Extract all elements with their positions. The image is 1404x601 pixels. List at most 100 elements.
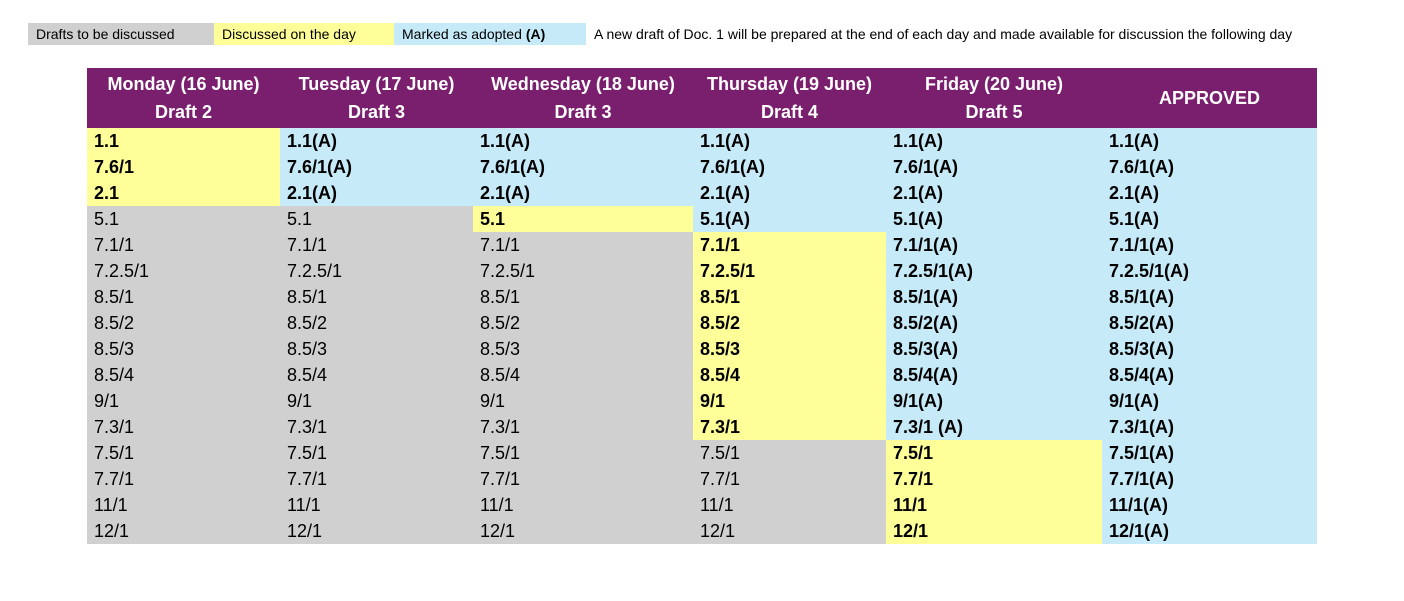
table-cell: 8.5/1(A) bbox=[1102, 284, 1317, 310]
table-cell: 5.1 bbox=[87, 206, 280, 232]
table-cell: 7.6/1 bbox=[87, 154, 280, 180]
legend: Drafts to be discussed Discussed on the … bbox=[28, 23, 1292, 45]
table-cell: 5.1(A) bbox=[1102, 206, 1317, 232]
schedule-table: Monday (16 June) Draft 2 Tuesday (17 June)… bbox=[87, 68, 1317, 544]
header-approved: APPROVED bbox=[1102, 68, 1317, 128]
table-cell: 7.7/1 bbox=[886, 466, 1102, 492]
table-cell: 7.3/1 (A) bbox=[886, 414, 1102, 440]
table-cell: 7.1/1(A) bbox=[1102, 232, 1317, 258]
table-cell: 7.5/1 bbox=[473, 440, 693, 466]
table-cell: 7.5/1(A) bbox=[1102, 440, 1317, 466]
header-day: APPROVED bbox=[1158, 88, 1261, 108]
header-draft: Draft 4 bbox=[760, 102, 818, 122]
table-cell: 7.7/1 bbox=[87, 466, 280, 492]
table-cell: 7.2.5/1 bbox=[473, 258, 693, 284]
legend-note: A new draft of Doc. 1 will be prepared a… bbox=[594, 26, 1293, 42]
table-cell: 8.5/4 bbox=[693, 362, 886, 388]
table-cell: 12/1 bbox=[473, 518, 693, 544]
header-day: Wednesday (18 June) bbox=[491, 74, 675, 94]
table-cell: 12/1 bbox=[886, 518, 1102, 544]
legend-pending-label: Drafts to be discussed bbox=[36, 26, 175, 42]
header-day: Friday (20 June) bbox=[924, 74, 1064, 94]
table-cell: 7.5/1 bbox=[886, 440, 1102, 466]
header-draft: Draft 3 bbox=[554, 102, 612, 122]
header-wednesday: Wednesday (18 June) Draft 3 bbox=[473, 68, 693, 128]
table-cell: 7.5/1 bbox=[693, 440, 886, 466]
legend-adopted-code: (A) bbox=[525, 26, 546, 42]
table-cell: 7.7/1 bbox=[693, 466, 886, 492]
table-body: 1.1 7.6/1 2.1 5.1 7.1/1 7.2.5/1 8.5/1 8.5/2 8.5/… bbox=[87, 128, 1317, 544]
legend-discussed-label: Discussed on the day bbox=[222, 26, 356, 42]
table-cell: 1.1 bbox=[87, 128, 280, 154]
table-cell: 9/1(A) bbox=[1102, 388, 1317, 414]
table-cell: 8.5/1 bbox=[280, 284, 473, 310]
table-cell: 7.1/1 bbox=[693, 232, 886, 258]
legend-pending: Drafts to be discussed bbox=[28, 23, 214, 45]
table-cell: 8.5/4(A) bbox=[886, 362, 1102, 388]
table-cell: 12/1 bbox=[87, 518, 280, 544]
table-cell: 8.5/3 bbox=[693, 336, 886, 362]
table-cell: 5.1 bbox=[473, 206, 693, 232]
table-cell: 5.1(A) bbox=[886, 206, 1102, 232]
table-cell: 9/1 bbox=[473, 388, 693, 414]
header-day: Monday (16 June) bbox=[107, 74, 260, 94]
table-cell: 7.1/1 bbox=[87, 232, 280, 258]
table-cell: 5.1(A) bbox=[693, 206, 886, 232]
table-cell: 1.1(A) bbox=[280, 128, 473, 154]
header-tuesday: Tuesday (17 June) Draft 3 bbox=[280, 68, 473, 128]
table-cell: 7.3/1 bbox=[87, 414, 280, 440]
column-tuesday: 1.1(A) 7.6/1(A) 2.1(A) 5.1 7.1/1 7.2.5/1 8.5/1… bbox=[280, 128, 473, 544]
table-cell: 8.5/2 bbox=[87, 310, 280, 336]
table-cell: 7.2.5/1 bbox=[87, 258, 280, 284]
table-cell: 7.1/1(A) bbox=[886, 232, 1102, 258]
header-day: Thursday (19 June) bbox=[706, 74, 873, 94]
table-cell: 8.5/2 bbox=[473, 310, 693, 336]
column-wednesday: 1.1(A) 7.6/1(A) 2.1(A) 5.1 7.1/1 7.2.5/1 8.5/1… bbox=[473, 128, 693, 544]
header-day: Tuesday (17 June) bbox=[298, 74, 455, 94]
header-friday: Friday (20 June) Draft 5 bbox=[886, 68, 1102, 128]
table-cell: 7.3/1 bbox=[693, 414, 886, 440]
table-cell: 5.1 bbox=[280, 206, 473, 232]
table-cell: 9/1 bbox=[280, 388, 473, 414]
table-cell: 8.5/2 bbox=[280, 310, 473, 336]
table-cell: 12/1 bbox=[693, 518, 886, 544]
table-cell: 7.6/1(A) bbox=[886, 154, 1102, 180]
table-cell: 7.6/1(A) bbox=[1102, 154, 1317, 180]
table-cell: 8.5/3 bbox=[87, 336, 280, 362]
header-thursday: Thursday (19 June) Draft 4 bbox=[693, 68, 886, 128]
legend-adopted: Marked as adopted (A) bbox=[394, 23, 586, 45]
table-cell: 11/1 bbox=[473, 492, 693, 518]
table-cell: 7.3/1 bbox=[473, 414, 693, 440]
table-cell: 7.7/1 bbox=[280, 466, 473, 492]
header-draft: Draft 2 bbox=[154, 102, 212, 122]
table-cell: 7.6/1(A) bbox=[693, 154, 886, 180]
table-cell: 7.3/1 bbox=[280, 414, 473, 440]
table-cell: 9/1 bbox=[693, 388, 886, 414]
table-cell: 1.1(A) bbox=[473, 128, 693, 154]
table-cell: 2.1(A) bbox=[280, 180, 473, 206]
table-cell: 8.5/4 bbox=[280, 362, 473, 388]
table-cell: 7.2.5/1(A) bbox=[886, 258, 1102, 284]
table-cell: 7.7/1(A) bbox=[1102, 466, 1317, 492]
table-cell: 8.5/3(A) bbox=[1102, 336, 1317, 362]
column-thursday: 1.1(A) 7.6/1(A) 2.1(A) 5.1(A) 7.1/1 7.2.5/1 8.… bbox=[693, 128, 886, 544]
table-cell: 7.2.5/1 bbox=[693, 258, 886, 284]
table-cell: 7.2.5/1 bbox=[280, 258, 473, 284]
column-approved: 1.1(A) 7.6/1(A) 2.1(A) 5.1(A) 7.1/1(A) 7.2.5/… bbox=[1102, 128, 1317, 544]
table-cell: 1.1(A) bbox=[1102, 128, 1317, 154]
table-cell: 7.6/1(A) bbox=[280, 154, 473, 180]
table-cell: 8.5/2(A) bbox=[886, 310, 1102, 336]
table-cell: 9/1(A) bbox=[886, 388, 1102, 414]
table-cell: 8.5/1 bbox=[473, 284, 693, 310]
table-cell: 1.1(A) bbox=[886, 128, 1102, 154]
table-cell: 8.5/2(A) bbox=[1102, 310, 1317, 336]
table-cell: 2.1 bbox=[87, 180, 280, 206]
table-cell: 9/1 bbox=[87, 388, 280, 414]
table-cell: 8.5/1 bbox=[693, 284, 886, 310]
table-cell: 12/1 bbox=[280, 518, 473, 544]
table-cell: 8.5/3(A) bbox=[886, 336, 1102, 362]
table-cell: 7.3/1(A) bbox=[1102, 414, 1317, 440]
table-cell: 7.1/1 bbox=[473, 232, 693, 258]
header-monday: Monday (16 June) Draft 2 bbox=[87, 68, 280, 128]
table-cell: 8.5/4 bbox=[87, 362, 280, 388]
